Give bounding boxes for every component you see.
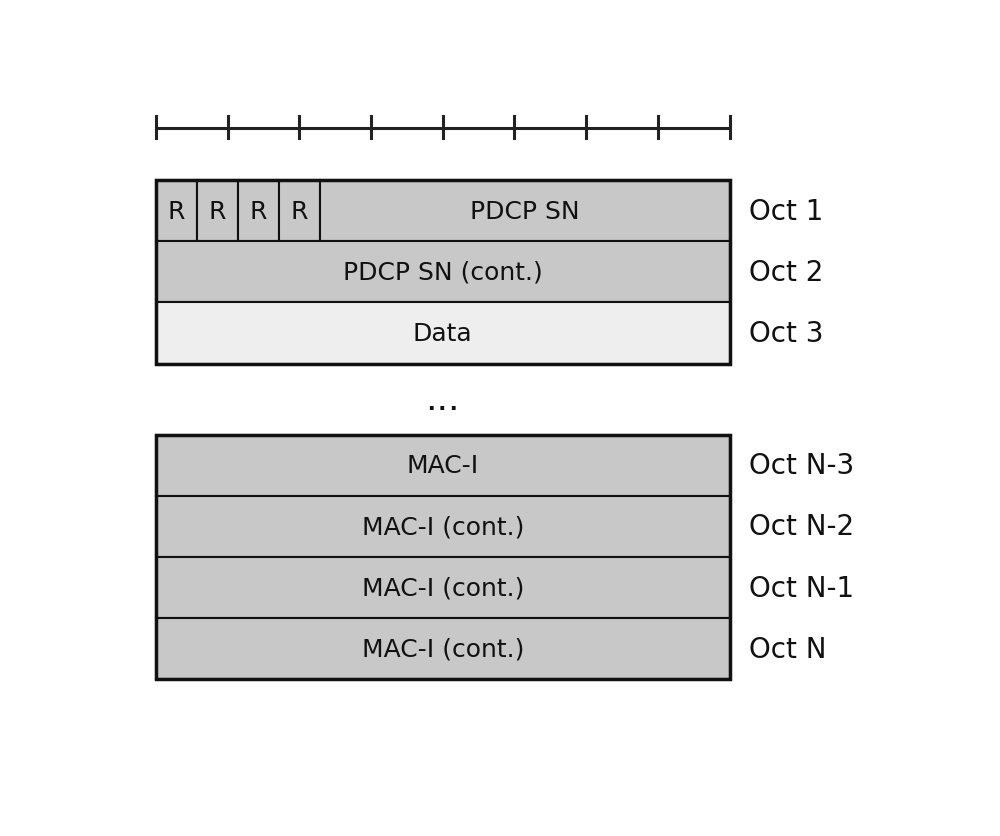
Bar [156,303,730,364]
Text: Oct N-3: Oct N-3 [749,451,854,480]
Text: MAC-I: MAC-I [407,454,479,477]
Bar [156,435,730,497]
Text: Oct N-1: Oct N-1 [749,574,854,602]
Bar [156,181,730,364]
Text: Oct N: Oct N [749,635,826,663]
Text: Oct 1: Oct 1 [749,197,823,226]
Text: Oct N-2: Oct N-2 [749,512,854,541]
Text: R: R [209,199,226,223]
Text: MAC-I (cont.): MAC-I (cont.) [362,637,524,661]
Text: PDCP SN (cont.): PDCP SN (cont.) [343,261,543,284]
Bar [197,181,238,242]
Text: R: R [250,199,267,223]
Text: Data: Data [413,322,473,345]
Text: Oct 3: Oct 3 [749,319,823,348]
Text: R: R [168,199,185,223]
Bar [156,435,730,680]
Text: Oct 2: Oct 2 [749,258,823,287]
Text: MAC-I (cont.): MAC-I (cont.) [362,515,524,538]
Bar [279,181,320,242]
Text: MAC-I (cont.): MAC-I (cont.) [362,576,524,600]
Bar [320,181,730,242]
Bar [156,181,197,242]
Text: PDCP SN: PDCP SN [470,199,579,223]
Bar [156,619,730,680]
Bar [238,181,279,242]
Bar [156,558,730,619]
Text: ...: ... [426,383,460,416]
Bar [156,242,730,303]
Bar [156,497,730,558]
Text: R: R [291,199,308,223]
